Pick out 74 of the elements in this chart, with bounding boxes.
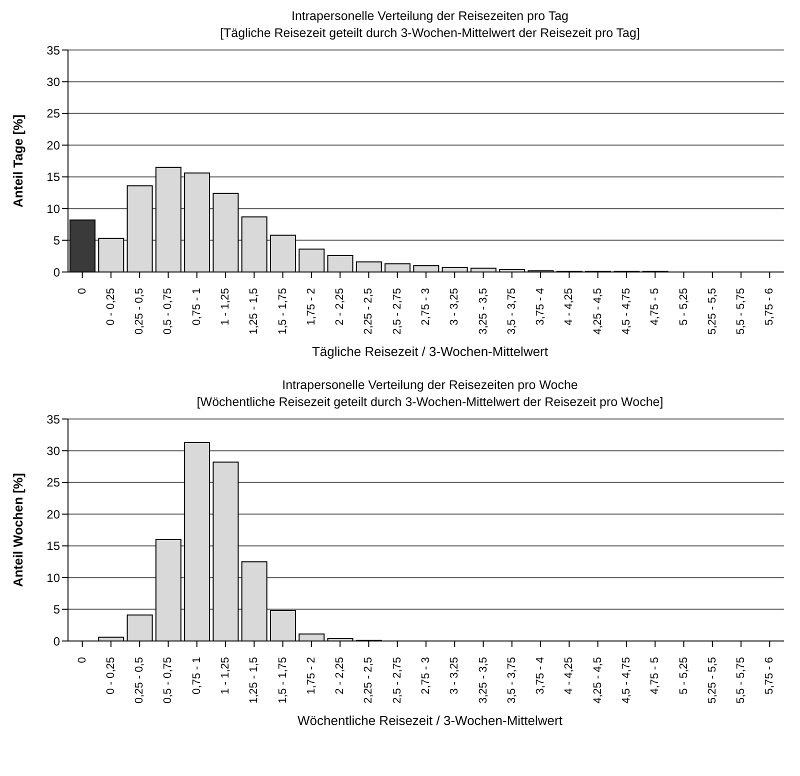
x-tick-label: 3,25 - 3,5 xyxy=(477,288,490,334)
x-tick-label: 0 xyxy=(76,657,88,664)
x-tick-label: 2,25 - 2,5 xyxy=(362,288,375,334)
y-tick-label: 30 xyxy=(46,444,60,458)
y-tick-label: 35 xyxy=(46,43,60,58)
chart-title: Intrapersonelle Verteilung der Reisezeiten pro Tag xyxy=(290,8,570,25)
y-tick-label: 30 xyxy=(46,74,60,89)
x-tick-label: 1,75 - 2 xyxy=(305,288,318,326)
x-tick-label: 5,5 - 5,75 xyxy=(735,657,748,704)
x-tick-label: 1,25 - 1,5 xyxy=(248,657,260,704)
x-tick-label: 2 - 2,25 xyxy=(334,657,346,694)
y-axis-title: Anteil Wochen [%] xyxy=(10,473,26,587)
chart-subtitle: [Wöchentliche Reisezeit geteilt durch 3-Wochen-Mittelwert der Reisezeit pro Woche] xyxy=(196,394,664,411)
y-tick-label: 15 xyxy=(46,170,60,184)
x-tick-label: 0 - 0,25 xyxy=(104,288,117,326)
x-tick-label: 4 - 4,25 xyxy=(563,288,576,326)
x-tick-label: 0 - 0,25 xyxy=(104,657,117,694)
y-tick-label: 10 xyxy=(46,570,60,585)
x-tick-label: 5,25 - 5,5 xyxy=(706,657,718,704)
x-tick-label: 4,75 - 5 xyxy=(649,657,662,694)
x-tick-label: 3,75 - 4 xyxy=(534,288,547,326)
x-tick-label: 1 - 1,25 xyxy=(220,657,232,694)
chart-subtitle: [Tägliche Reisezeit geteilt durch 3-Wochen-Mittelwert der Reisezeit pro Tag] xyxy=(219,25,641,42)
x-tick-label: 0,75 - 1 xyxy=(190,288,203,326)
x-tick-label: 5,5 - 5,75 xyxy=(735,288,748,334)
x-tick-label: 1,25 - 1,5 xyxy=(248,288,260,334)
x-tick-label: 1,75 - 2 xyxy=(305,657,318,694)
x-tick-label: 0,25 - 0,5 xyxy=(134,288,146,334)
y-tick-label: 0 xyxy=(53,634,60,648)
x-tick-label: 3,75 - 4 xyxy=(534,657,547,694)
x-tick-label: 4 - 4,25 xyxy=(563,657,576,694)
x-tick-label: 0 xyxy=(76,288,88,294)
y-tick-label: 20 xyxy=(46,507,60,522)
y-tick-label: 5 xyxy=(53,602,60,617)
x-tick-label: 3 - 3,25 xyxy=(448,288,461,326)
x-tick-label: 4,25 - 4,5 xyxy=(592,657,604,704)
x-tick-label: 5 - 5,25 xyxy=(678,288,690,326)
x-tick-label: 2,75 - 3 xyxy=(420,657,432,694)
x-tick-label: 2,25 - 2,5 xyxy=(362,657,375,704)
y-tick-label: 25 xyxy=(46,106,60,121)
y-tick-label: 10 xyxy=(46,202,60,216)
x-tick-label: 4,25 - 4,5 xyxy=(592,288,604,334)
x-axis-title: Wöchentliche Reisezeit / 3-Wochen-Mittelwert xyxy=(296,713,564,728)
y-tick-label: 35 xyxy=(46,412,60,426)
x-tick-label: 0,25 - 0,5 xyxy=(134,657,146,704)
x-tick-label: 1,5 - 1,75 xyxy=(276,288,289,334)
y-tick-label: 0 xyxy=(53,265,60,280)
x-axis-title: Tägliche Reisezeit / 3-Wochen-Mittelwert xyxy=(310,344,549,359)
x-tick-label: 1,5 - 1,75 xyxy=(276,657,289,704)
x-tick-label: 0,5 - 0,75 xyxy=(162,288,174,334)
x-tick-label: 4,75 - 5 xyxy=(649,288,662,326)
x-tick-label: 2,75 - 3 xyxy=(420,288,432,326)
x-tick-label: 3,25 - 3,5 xyxy=(477,657,490,704)
y-axis-title: Anteil Tage [%] xyxy=(10,114,26,208)
chart-title: Intrapersonelle Verteilung der Reisezeiten pro Woche xyxy=(281,377,579,394)
y-tick-label: 20 xyxy=(46,138,60,152)
y-tick-label: 25 xyxy=(46,476,60,490)
x-tick-label: 3 - 3,25 xyxy=(448,657,461,694)
x-tick-label: 0,5 - 0,75 xyxy=(162,657,174,704)
y-tick-label: 5 xyxy=(53,234,60,248)
x-tick-label: 5,25 - 5,5 xyxy=(706,288,718,334)
x-tick-label: 2 - 2,25 xyxy=(334,288,346,326)
x-tick-label: 2,5 - 2,75 xyxy=(391,288,404,334)
x-tick-label: 0,75 - 1 xyxy=(190,657,203,694)
x-tick-label: 5,75 - 6 xyxy=(764,288,776,326)
x-tick-label: 4,5 - 4,75 xyxy=(620,288,632,334)
x-tick-label: 1 - 1,25 xyxy=(220,288,232,326)
x-tick-label: 3,5 - 3,75 xyxy=(506,657,518,704)
x-tick-label: 5 - 5,25 xyxy=(678,657,690,694)
x-tick-label: 2,5 - 2,75 xyxy=(391,657,404,704)
x-tick-label: 5,75 - 6 xyxy=(764,657,776,694)
y-tick-label: 15 xyxy=(46,539,60,554)
x-tick-label: 3,5 - 3,75 xyxy=(506,288,518,334)
x-tick-label: 4,5 - 4,75 xyxy=(620,657,632,704)
